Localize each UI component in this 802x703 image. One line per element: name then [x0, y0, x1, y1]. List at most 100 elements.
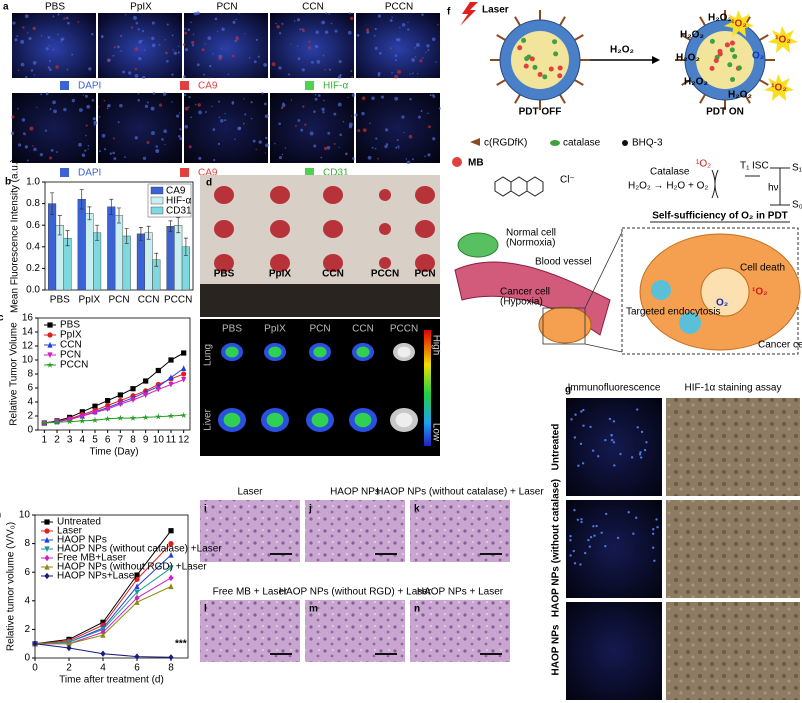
- nucleus: [71, 53, 74, 56]
- nucleus: [333, 112, 337, 116]
- marker: [142, 414, 149, 421]
- nucleus: [651, 532, 655, 535]
- nucleus: [138, 56, 142, 61]
- nucleus: [338, 146, 340, 149]
- nucleus: [26, 159, 29, 162]
- nucleus: [604, 438, 607, 442]
- cargo: [724, 42, 730, 48]
- nucleus: [40, 35, 43, 37]
- nucleus: [321, 107, 325, 111]
- nucleus: [141, 39, 144, 42]
- y-tick-label: 6: [24, 567, 30, 578]
- nucleus: [232, 20, 236, 24]
- nucleus: [173, 51, 178, 55]
- nucleus: [112, 137, 115, 140]
- nucleus: [569, 539, 572, 542]
- reactant-label: H₂O₂: [708, 13, 732, 24]
- column-label: Immunofluorescence: [568, 383, 661, 394]
- nucleus: [362, 128, 367, 133]
- nucleus: [322, 54, 325, 57]
- nucleus: [172, 49, 174, 51]
- marker: [66, 644, 72, 652]
- nucleus: [45, 92, 49, 96]
- legend-icon: [550, 140, 560, 146]
- column-label: PCN: [309, 324, 330, 335]
- nucleus: [653, 559, 656, 562]
- nucleus: [184, 48, 189, 52]
- nucleus: [313, 144, 317, 148]
- nucleus: [36, 106, 38, 108]
- nucleus: [328, 13, 330, 15]
- nucleus: [178, 134, 181, 138]
- marker: [181, 377, 187, 383]
- error-bar: [79, 189, 84, 210]
- nucleus: [20, 62, 25, 67]
- sample-label: PBS: [214, 269, 235, 280]
- nucleus: [138, 40, 143, 44]
- nucleus: [587, 538, 590, 542]
- nucleus: [65, 16, 69, 20]
- nucleus: [366, 30, 370, 34]
- nucleus: [619, 452, 622, 456]
- nucleus: [242, 122, 245, 125]
- nucleus: [197, 103, 201, 107]
- nucleus: [107, 103, 111, 108]
- nucleus: [255, 148, 257, 151]
- zoom-box: [542, 307, 586, 345]
- y-tick-label: 6: [27, 383, 33, 394]
- nucleus: [134, 47, 139, 51]
- histology-image: [410, 600, 510, 662]
- nucleus: [182, 75, 186, 79]
- nucleus: [97, 105, 100, 108]
- nucleus: [264, 136, 268, 140]
- zoom-line: [584, 231, 623, 309]
- colorbar: [424, 330, 431, 446]
- ligand: [514, 94, 521, 104]
- nucleus: [193, 12, 197, 16]
- marker: [105, 406, 111, 413]
- nucleus: [158, 103, 163, 107]
- panel-label: m: [309, 604, 318, 615]
- nucleus: [377, 74, 381, 77]
- nucleus: [367, 155, 372, 160]
- nucleus: [24, 145, 29, 149]
- x-tick-label: 2: [66, 663, 72, 674]
- nucleus: [327, 131, 331, 135]
- series-line: [44, 367, 184, 424]
- nucleus: [612, 420, 616, 423]
- nucleus: [630, 456, 634, 459]
- nucleus: [322, 111, 325, 114]
- column-label: PBS: [222, 324, 242, 335]
- error-bar: [95, 224, 100, 241]
- y-axis-label: Mean Fluorescence Intensity (a.u.): [10, 159, 21, 313]
- state-label: PDT OFF: [519, 107, 562, 118]
- micrograph: [98, 13, 182, 78]
- cargo: [517, 45, 523, 51]
- nucleus: [438, 107, 442, 110]
- nucleus: [592, 525, 595, 528]
- marker: [181, 365, 187, 371]
- x-axis-label: Time after treatment (d): [59, 675, 164, 686]
- panel-g-images: [566, 398, 800, 700]
- nucleus: [264, 152, 267, 154]
- marker: [47, 332, 53, 338]
- error-bar: [176, 217, 181, 234]
- tumors: [214, 186, 435, 272]
- y-tick-label: 1.0: [26, 177, 40, 188]
- cargo: [557, 65, 563, 71]
- nucleus: [196, 11, 200, 15]
- nucleus: [394, 59, 397, 62]
- nucleus: [152, 91, 156, 95]
- marker: [44, 563, 50, 570]
- nucleus: [401, 115, 405, 119]
- nucleus: [409, 73, 411, 75]
- nucleus: [52, 100, 56, 105]
- label: Cancer cell: [758, 340, 802, 351]
- nucleus: [24, 14, 29, 19]
- marker: [168, 565, 174, 572]
- marker: [100, 650, 106, 657]
- nucleus: [91, 99, 95, 102]
- marker: [134, 599, 140, 605]
- nucleus: [25, 14, 27, 17]
- nucleus: [184, 28, 186, 30]
